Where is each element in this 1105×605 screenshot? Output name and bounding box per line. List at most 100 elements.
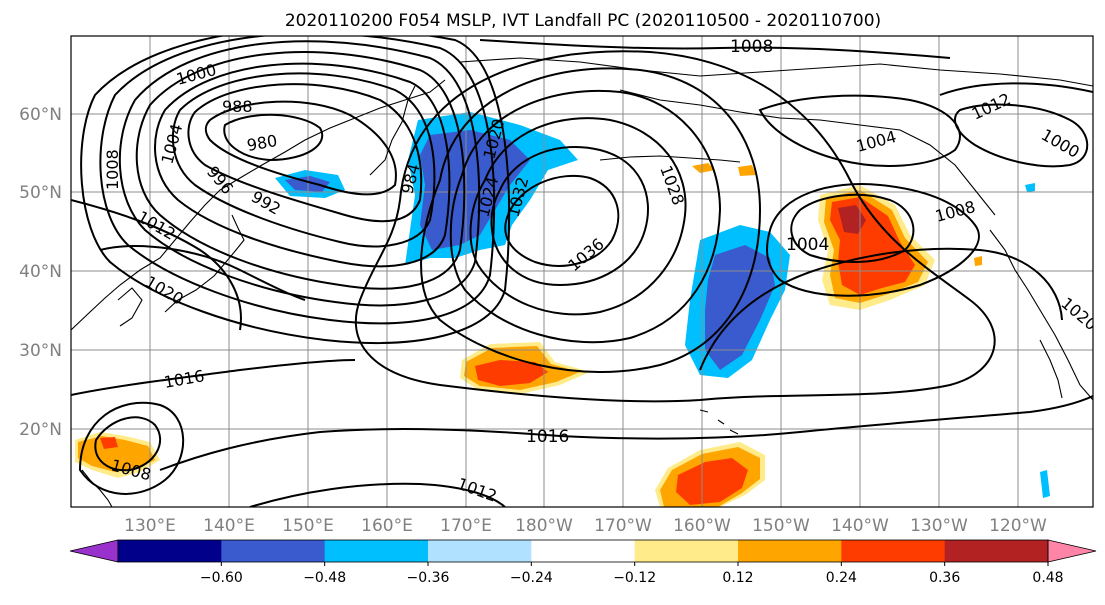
coastline-arctic (459, 57, 1093, 87)
colorbar-tick-label: −0.12 (613, 570, 656, 586)
lat-label: 60°N (19, 105, 62, 125)
lon-label: 130°E (124, 516, 176, 536)
colorbar-segment (428, 540, 532, 562)
contour-988 (187, 83, 423, 223)
lat-labels: 60°N 50°N 40°N 30°N 20°N (19, 105, 62, 440)
coastline-baja (1039, 339, 1063, 399)
contour-980 (223, 113, 323, 162)
contour-1008-east (766, 183, 980, 297)
lon-label: 170°W (594, 516, 652, 536)
contour-1004 (118, 40, 481, 307)
map-area: 1008 1000 988 980 1004 1008 996 992 984 … (71, 36, 1093, 507)
colorbar-tick-label: −0.36 (407, 570, 450, 586)
ivt-positive-regions (75, 163, 982, 507)
coastline-asia (71, 79, 446, 331)
colorbar-tick-label: 0.48 (1032, 570, 1063, 586)
contour-1012-alaska (939, 82, 1093, 96)
ivt-pos-strong-mid (475, 360, 548, 386)
contour-1004-alaska (758, 94, 961, 167)
colorbar (69, 539, 1097, 563)
colorbar-extend-low (69, 539, 119, 563)
lon-label: 120°W (989, 516, 1047, 536)
coastlines (71, 57, 1093, 507)
colorbar-tick-label: −0.48 (303, 570, 346, 586)
mslp-contours (71, 36, 1093, 507)
lon-label: 160°W (673, 516, 731, 536)
contour-1024 (449, 89, 722, 344)
contour-984 (204, 100, 397, 196)
colorbar-segment (944, 540, 1049, 562)
colorbar-tick-label: 0.36 (929, 570, 960, 586)
contour-1012-west-low (78, 401, 185, 495)
colorbar-tick-label: 0.12 (722, 570, 753, 586)
coastline-philippines (81, 469, 113, 507)
contour-1036 (504, 174, 620, 267)
coastline-aleutians (599, 155, 741, 163)
colorbar-segment (221, 540, 326, 562)
colorbar-segment (531, 540, 636, 562)
lon-label: 140°E (203, 516, 255, 536)
colorbar-extend-high (1047, 539, 1097, 563)
ivt-pos-small-gulf (692, 163, 715, 173)
coastline-kamchatka (369, 85, 416, 176)
ivt-pos-max-east (838, 205, 866, 234)
coastline-alaska (619, 89, 996, 216)
colorbar-segment (738, 540, 842, 562)
contour-1008-arctic (479, 39, 951, 59)
contour-1008 (99, 36, 496, 325)
ivt-pos-mid-west (78, 436, 155, 472)
contour-label: 1008 (103, 149, 122, 190)
contour-1000-alaska (954, 103, 1089, 168)
colorbar-ticks: −0.60 −0.48 −0.36 −0.24 −0.12 0.12 0.24 0.36 0.4… (200, 562, 1064, 586)
coastline-japan (164, 214, 245, 313)
lon-label: 150°W (752, 516, 810, 536)
ivt-neg-inner-pac (705, 245, 775, 370)
contour-1012-south (249, 482, 506, 507)
contour-1012-east (699, 247, 1063, 371)
contour-1020 (420, 67, 762, 374)
contour-label: 1016 (526, 427, 569, 447)
ivt-neg-tiny-canada (1025, 183, 1035, 192)
coastline-korea (117, 287, 143, 327)
contour-1008-west-low (94, 416, 161, 472)
lon-label: 130°W (910, 516, 968, 536)
contour-label: 1008 (730, 37, 773, 57)
contour-1012 (80, 36, 511, 344)
map-frame (70, 35, 1094, 508)
colorbar-tick-label: 0.24 (826, 570, 857, 586)
ivt-pos-tiny-coast (974, 256, 982, 266)
lon-label: 160°E (361, 516, 413, 536)
lon-label: 150°E (282, 516, 334, 536)
contour-1016-west (71, 359, 356, 396)
contour-1020-west (99, 245, 306, 301)
contour-1032 (490, 146, 649, 287)
contour-992 (171, 72, 436, 248)
lat-label: 40°N (19, 262, 62, 282)
contour-label: 1004 (786, 235, 829, 255)
figure-title: 2020110200 F054 MSLP, IVT Landfall PC (2… (285, 11, 881, 31)
lon-label: 180°W (515, 516, 573, 536)
contour-996 (154, 62, 451, 268)
colorbar-segment (841, 540, 946, 562)
coastline-hawaii (699, 409, 739, 435)
colorbar-segment (118, 540, 222, 562)
lat-label: 20°N (19, 420, 62, 440)
lon-labels: 130°E 140°E 150°E 160°E 170°E 180°W 170°… (124, 516, 1047, 536)
contour-1016-south (159, 395, 1093, 471)
lon-label: 140°W (831, 516, 889, 536)
ivt-pos-strong-south (676, 458, 748, 505)
lat-label: 30°N (19, 341, 62, 361)
colorbar-tick-label: −0.24 (510, 570, 553, 586)
ivt-pos-strong-west (100, 437, 118, 449)
contour-1004-east (790, 193, 915, 263)
colorbar-segment (634, 540, 739, 562)
contour-1016-east (354, 50, 996, 403)
contour-label: 988 (222, 97, 253, 116)
lon-label: 170°E (440, 516, 492, 536)
lat-label: 50°N (19, 183, 62, 203)
contour-1000 (135, 51, 466, 290)
ivt-neg-tiny-east (1040, 470, 1050, 498)
contour-1028 (469, 117, 687, 316)
